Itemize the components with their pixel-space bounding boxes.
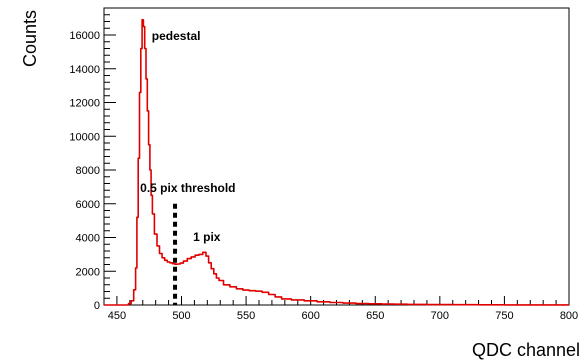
y-tick-label: 10000	[69, 131, 100, 143]
y-tick-label: 12000	[69, 98, 100, 110]
series-layer	[104, 19, 569, 306]
x-tick-label: 450	[108, 310, 126, 322]
y-axis-title: Counts	[20, 10, 40, 67]
x-tick-label: 700	[431, 310, 449, 322]
y-axis-ticks: 0 2000 4000 6000 8000 10000 12000 14000 16000	[69, 7, 116, 312]
spectrum-line	[104, 19, 569, 306]
x-tick-label: 600	[301, 310, 319, 322]
y-tick-label: 4000	[76, 233, 100, 245]
y-tick-label: 8000	[76, 165, 100, 177]
y-tick-label: 6000	[76, 199, 100, 211]
y-tick-label: 14000	[69, 64, 100, 76]
x-axis-ticks: 450 500 550 600 650 700 750 800	[103, 296, 578, 322]
annotation-label: 0.5 pix threshold	[140, 181, 235, 195]
x-tick-label: 650	[366, 310, 384, 322]
x-axis-title: QDC channel	[472, 340, 580, 360]
y-tick-label: 16000	[69, 30, 100, 42]
x-tick-label: 550	[237, 310, 255, 322]
annotation-label: 1 pix	[193, 230, 221, 244]
x-tick-label: 750	[495, 310, 513, 322]
annotation-label: pedestal	[152, 29, 201, 43]
annotation-layer: pedestal 0.5 pix threshold 1 pix	[140, 29, 235, 244]
x-tick-label: 800	[560, 310, 578, 322]
x-tick-label: 500	[172, 310, 190, 322]
y-tick-label: 0	[94, 300, 100, 312]
y-tick-label: 2000	[76, 266, 100, 278]
